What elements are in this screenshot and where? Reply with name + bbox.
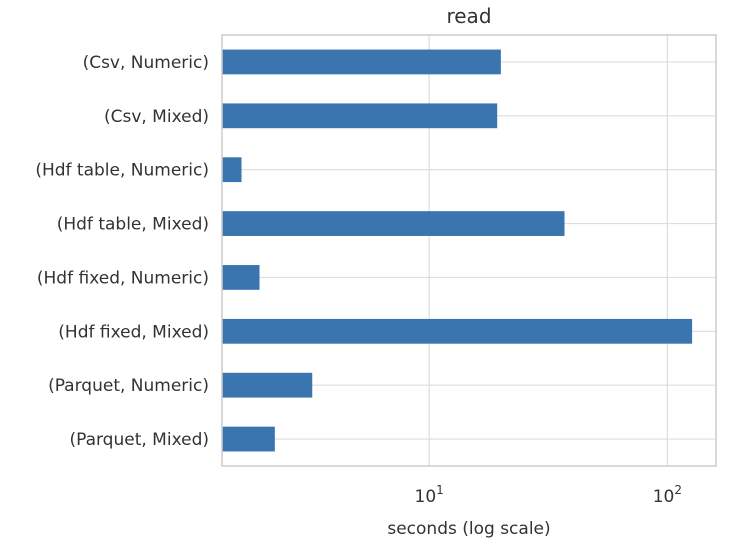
y-tick-label: (Hdf table, Mixed) [57,215,209,235]
y-tick-label: (Csv, Mixed) [104,107,209,127]
y-tick-label: (Hdf fixed, Numeric) [37,268,209,288]
bar [222,265,260,290]
y-tick-label: (Parquet, Numeric) [48,376,209,396]
x-tick-label: 102 [653,483,682,507]
plot-area [222,35,716,466]
y-tick-labels: (Csv, Numeric) (Csv, Mixed) (Hdf table, Nu… [35,53,209,450]
y-tick-label: (Parquet, Mixed) [69,430,209,450]
chart-title: read [446,4,491,28]
bar [222,103,498,129]
bar [222,426,275,452]
y-tick-label: (Hdf fixed, Mixed) [58,322,209,342]
y-tick-label: (Hdf table, Numeric) [35,161,209,181]
bar [222,49,501,75]
x-axis-label: seconds (log scale) [387,519,550,539]
x-tick-labels: 101 102 [415,483,682,507]
bar [222,157,242,183]
plot-background [222,35,716,466]
bar [222,318,693,344]
x-tick-label: 101 [415,483,444,507]
y-tick-label: (Csv, Numeric) [83,53,209,73]
bar [222,372,313,398]
bars [222,49,693,452]
bar [222,211,565,236]
plot-frame [221,34,717,467]
plot-border [221,34,717,467]
